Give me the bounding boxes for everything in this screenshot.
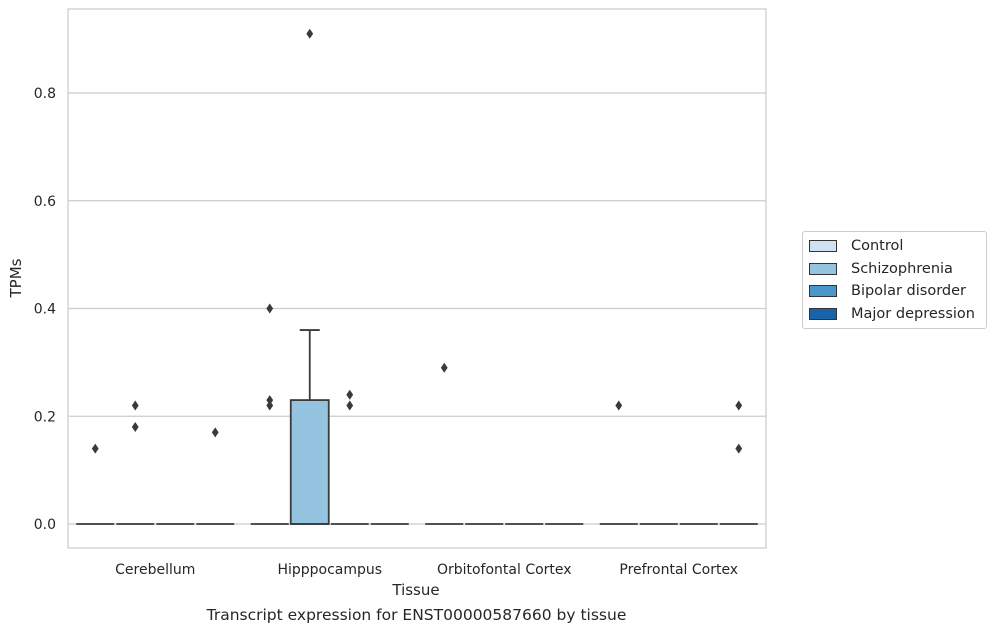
- legend-swatch: [809, 307, 837, 320]
- legend-label: Bipolar disorder: [851, 283, 966, 300]
- outlier-point: [735, 400, 743, 411]
- legend-item: Bipolar disorder: [803, 280, 986, 303]
- x-tick-label: Cerebellum: [115, 562, 195, 578]
- legend-item: Schizophrenia: [803, 258, 986, 281]
- legend-label: Schizophrenia: [851, 260, 953, 277]
- legend-swatch: [809, 240, 837, 253]
- outlier-point: [131, 400, 139, 411]
- grid-lines: [68, 92, 766, 525]
- outlier-point: [91, 443, 99, 454]
- outlier-point: [266, 303, 274, 314]
- box-major-depression: [196, 427, 235, 525]
- outlier-point: [306, 28, 314, 39]
- outlier-point: [131, 422, 139, 433]
- box-schizophrenia: [116, 400, 155, 525]
- outlier-point: [440, 362, 448, 373]
- box-schizophrenia: [289, 28, 330, 525]
- outlier-point: [266, 395, 274, 406]
- y-tick-label: 0.6: [34, 194, 56, 210]
- legend-item: Control: [803, 235, 986, 258]
- x-axis-label: Tissue: [391, 581, 439, 599]
- y-tick-label: 0.8: [34, 86, 56, 102]
- outlier-point: [615, 400, 623, 411]
- x-tick-labels: Cerebellum Hipppocampus Orbitofontal Corte…: [115, 562, 738, 578]
- x-tick-label: Prefrontal Cortex: [619, 562, 738, 578]
- box-elements: [76, 28, 758, 525]
- box-control: [76, 443, 115, 525]
- legend-swatch: [809, 262, 837, 275]
- plot-frame: [67, 8, 767, 549]
- x-tick-label: Hipppocampus: [277, 562, 382, 578]
- outlier-point: [346, 400, 354, 411]
- box-control: [599, 400, 638, 525]
- y-tick-label: 0.2: [34, 409, 56, 425]
- legend-swatch: [809, 285, 837, 298]
- box-control: [250, 303, 289, 525]
- chart-title: Transcript expression for ENST0000058766…: [206, 606, 627, 624]
- x-tick-label: Orbitofontal Cortex: [437, 562, 572, 578]
- y-tick-label: 0.0: [34, 517, 56, 533]
- legend-label: Major depression: [851, 305, 975, 322]
- outlier-point: [211, 427, 219, 438]
- outlier-point: [735, 443, 743, 454]
- legend-label: Control: [851, 238, 904, 255]
- y-tick-labels: 0.0 0.2 0.4 0.6 0.8: [34, 86, 56, 533]
- y-tick-label: 0.4: [34, 302, 56, 318]
- box-major-depression: [719, 400, 758, 525]
- box-body: [289, 399, 330, 525]
- legend: Control Schizophrenia Bipolar disorder Majo…: [802, 231, 987, 329]
- outlier-point: [266, 400, 274, 411]
- outlier-point: [346, 389, 354, 400]
- box-control: [425, 362, 464, 525]
- y-axis-label: TPMs: [7, 258, 25, 298]
- legend-item: Major depression: [803, 303, 986, 326]
- box-bipolar-disorder: [330, 389, 369, 525]
